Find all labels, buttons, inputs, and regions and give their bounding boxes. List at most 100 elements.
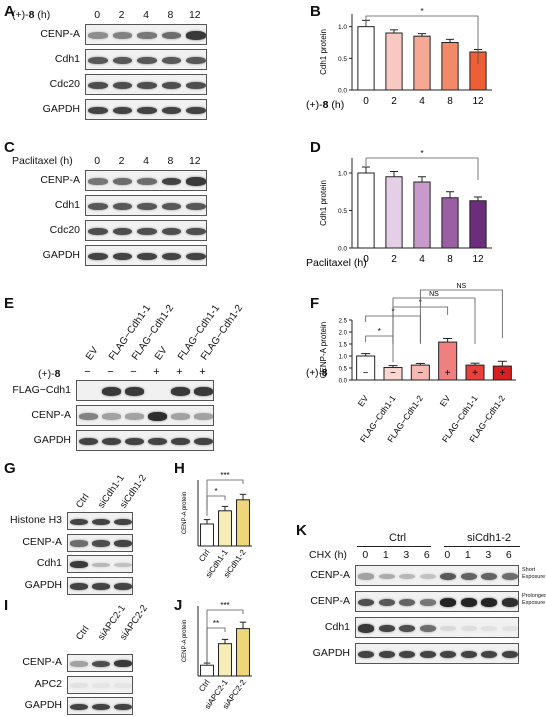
lane-label: 6 <box>423 549 430 561</box>
y-tick-label: 0.5 <box>339 367 348 373</box>
treatment-sign: − <box>130 366 137 378</box>
significance-label: NS <box>456 283 466 290</box>
blot-band <box>186 81 206 90</box>
significance-bracket <box>365 15 479 64</box>
x-tick-label: 8 <box>447 96 453 107</box>
blot-band <box>161 81 182 90</box>
blot-band <box>186 56 206 65</box>
blot-label: GAPDH <box>24 578 62 591</box>
y-tick-label: 2.5 <box>339 319 348 325</box>
lane-label: 0 <box>94 155 101 167</box>
panel-d-bar-chart: 0.0 0.5 1.0 Cdh1 protein 0 2 4 8 12 * Paclitaxel (… <box>306 149 492 269</box>
bar <box>469 200 487 249</box>
blot-band <box>460 650 477 659</box>
significance-label: * <box>420 149 423 158</box>
blot-band <box>114 660 132 668</box>
blot-band <box>419 624 436 633</box>
blot-band <box>171 413 190 420</box>
blot-band <box>161 202 182 211</box>
lane-label: 8 <box>167 9 174 21</box>
blot-band <box>92 683 110 688</box>
y-axis-label: CENP-A protein <box>182 492 188 534</box>
lane-label: 0 <box>94 9 101 21</box>
blot-band <box>161 106 182 115</box>
treatment-sign: − <box>390 368 396 379</box>
y-axis-label: Cdh1 protein <box>319 180 328 226</box>
blot-exposure-note: Prolonged Exposure <box>522 592 546 606</box>
blot-band <box>378 573 395 580</box>
blot-strip <box>85 195 207 216</box>
blot-band <box>378 650 395 659</box>
blot-band <box>112 56 133 65</box>
lane-label: 4 <box>143 155 149 167</box>
blot-band <box>125 413 144 420</box>
blot-band <box>79 413 98 420</box>
lane-label: Ctrl <box>74 491 92 511</box>
blot-band <box>112 202 133 211</box>
blot-band <box>399 598 416 607</box>
lane-label: 3 <box>403 549 410 561</box>
y-tick-label: 1.0 <box>338 24 347 31</box>
panel-k-group-line-ctrl <box>357 546 431 547</box>
y-tick-label: 0.5 <box>338 208 347 215</box>
blot-band <box>125 437 144 446</box>
panel-letter-a: A <box>4 3 15 20</box>
blot-band <box>112 81 133 90</box>
blot-band <box>194 413 213 420</box>
y-axis-label: CENP-A protein <box>182 620 188 662</box>
blot-band <box>92 583 110 590</box>
blot-band <box>88 81 108 90</box>
treatment-sign: + <box>153 366 160 378</box>
blot-label: Cdh1 <box>324 620 350 633</box>
bar <box>492 365 512 381</box>
blot-strip <box>85 49 207 70</box>
blot-band <box>460 625 477 631</box>
significance-label: NS <box>429 291 439 298</box>
blot-strip <box>85 170 207 191</box>
treatment-sign: − <box>417 368 423 379</box>
blot-band <box>161 177 182 186</box>
panel-letter-d: D <box>310 139 321 156</box>
blot-strip <box>67 697 133 715</box>
treatment-sign: − <box>107 366 114 378</box>
blot-strip <box>85 220 207 241</box>
y-tick-label: 0.0 <box>338 246 347 253</box>
panel-letter-g: G <box>4 460 16 477</box>
blot-band <box>70 661 88 667</box>
blot-band <box>137 202 157 211</box>
blot-band <box>137 252 157 261</box>
blot-band <box>440 650 457 659</box>
blot-band <box>161 252 182 261</box>
blot-band <box>102 437 121 446</box>
blot-band <box>137 56 157 65</box>
y-tick-label: 0.0 <box>338 88 347 95</box>
y-tick-label: 0.5 <box>338 56 347 63</box>
x-tick-label: 0 <box>363 254 369 265</box>
blot-band <box>399 624 416 633</box>
significance-label: * <box>420 7 423 16</box>
lane-label: 8 <box>167 155 174 167</box>
blot-label: GAPDH <box>24 699 62 711</box>
panel-k-chx-label: CHX (h) <box>309 549 347 561</box>
blot-band <box>70 583 88 590</box>
blot-strip <box>355 591 519 612</box>
blot-band <box>148 437 167 446</box>
blot-strip <box>67 512 133 530</box>
lane-label: 0 <box>444 549 451 561</box>
panel-k-group-sicdh1: siCdh1-2 <box>467 532 512 544</box>
blot-band <box>186 252 206 261</box>
blot-strip <box>67 654 133 672</box>
blot-label: Cdc20 <box>49 77 80 90</box>
blot-label: CENP-A <box>40 173 80 186</box>
treatment-sign: + <box>445 368 451 379</box>
y-axis-label: CENP-A protein <box>319 322 328 378</box>
blot-band <box>92 518 110 526</box>
x-tick-label: 8 <box>447 254 453 265</box>
blot-strip <box>85 245 207 266</box>
blot-band <box>186 31 206 40</box>
blot-band <box>194 387 213 396</box>
blot-strip <box>76 380 214 401</box>
x-tick-label: 12 <box>472 254 484 265</box>
panel-letter-j: J <box>174 597 183 614</box>
blot-band <box>79 437 98 446</box>
